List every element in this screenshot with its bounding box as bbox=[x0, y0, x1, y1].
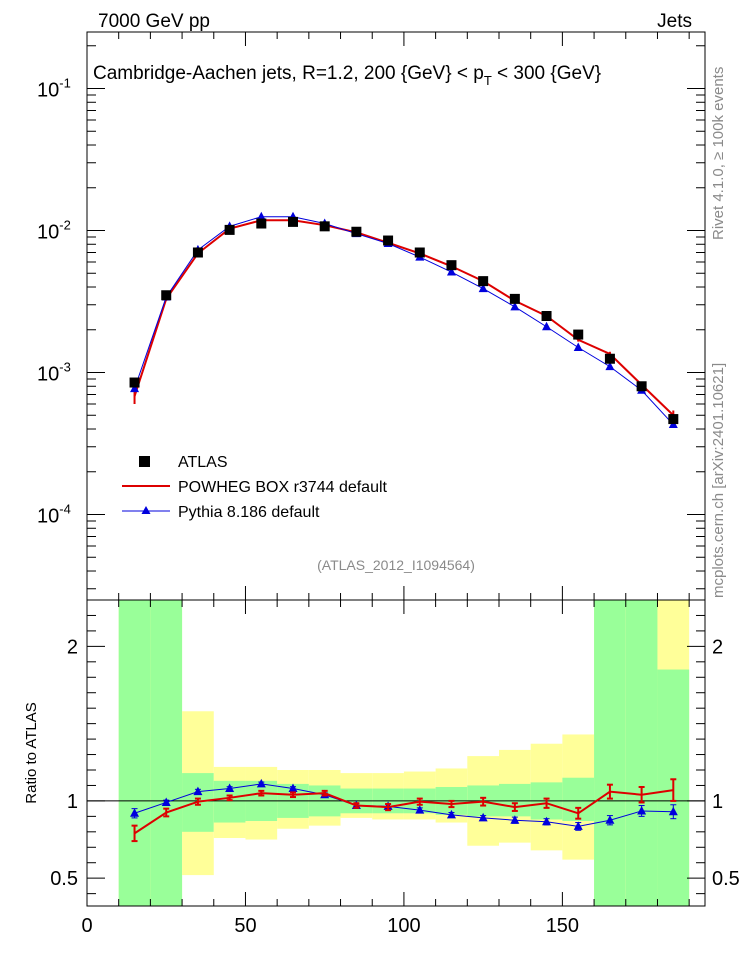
x-tick-label: 50 bbox=[234, 915, 256, 937]
atlas-point bbox=[604, 353, 615, 364]
pythia-ratio-point bbox=[605, 815, 615, 824]
atlas-point bbox=[478, 276, 489, 287]
analysis-watermark: (ATLAS_2012_I1094564) bbox=[317, 557, 475, 573]
rivet-label: Rivet 4.1.0, ≥ 100k events bbox=[710, 67, 727, 240]
ratio-y-label: Ratio to ATLAS bbox=[23, 702, 40, 803]
ratio-curves bbox=[87, 778, 705, 843]
main-panel: 10-1 10-2 10-3 10-4 Cambridge-Aachen jets, … bbox=[37, 31, 706, 601]
ratio-y-tick-label-left: 2 bbox=[67, 636, 78, 658]
ratio-frame bbox=[86, 599, 706, 907]
pythia-ratio-point bbox=[668, 806, 678, 816]
atlas-point bbox=[224, 224, 235, 235]
inner-band-segment bbox=[594, 600, 626, 906]
pythia-ratio-point bbox=[161, 797, 171, 806]
main-y-tick-label: 10-2 bbox=[37, 218, 71, 244]
atlas-point bbox=[192, 247, 203, 258]
pythia-ratio-point bbox=[478, 812, 488, 822]
powheg-line bbox=[133, 219, 675, 416]
atlas-point bbox=[541, 311, 552, 321]
main-curves bbox=[129, 211, 679, 429]
legend-pythia-marker bbox=[141, 506, 151, 514]
pythia-ratio-line bbox=[134, 783, 674, 827]
pythia-point bbox=[542, 321, 552, 331]
pythia-ratio-point bbox=[130, 808, 140, 817]
inner-band-segment bbox=[150, 600, 183, 906]
atlas-point bbox=[668, 414, 679, 425]
atlas-point bbox=[383, 235, 394, 246]
pythia-ratio-point bbox=[415, 805, 425, 814]
atlas-point bbox=[636, 381, 647, 392]
inner-band-segment bbox=[118, 600, 151, 906]
plot-title: Cambridge-Aachen jets, R=1.2, 200 {GeV} … bbox=[93, 63, 601, 88]
ratio-y-ticks: 0.5 0.5 1 1 2 2 bbox=[50, 614, 740, 895]
pythia-point bbox=[478, 283, 488, 293]
pythia-ratio-point bbox=[573, 821, 583, 830]
atlas-point bbox=[256, 218, 267, 229]
atlas-point bbox=[509, 293, 520, 304]
atlas-point bbox=[351, 226, 362, 237]
main-y-ticks: 10-1 10-2 10-3 10-4 bbox=[37, 45, 705, 590]
x-ticks: 0 50 100 150 bbox=[81, 32, 690, 937]
pythia-line bbox=[134, 216, 674, 425]
atlas-point bbox=[161, 290, 172, 301]
x-tick-label: 150 bbox=[546, 915, 579, 937]
legend: ATLAS POWHEG BOX r3744 default Pythia 8.… bbox=[122, 454, 388, 521]
legend-atlas-marker bbox=[139, 456, 150, 467]
inner-band-segment bbox=[625, 600, 658, 906]
legend-pythia-label: Pythia 8.186 default bbox=[178, 504, 320, 521]
pythia-ratio-point bbox=[225, 783, 235, 793]
pythia-ratio-point bbox=[193, 786, 203, 796]
ratio-y-tick-label-right: 2 bbox=[712, 636, 723, 658]
ratio-panel: 0.5 0.5 1 1 2 2 0 50 100 150 Ratio to ATLAS bbox=[23, 32, 740, 937]
pythia-point bbox=[573, 342, 583, 352]
main-y-tick-label: 10-4 bbox=[37, 502, 71, 528]
header-left: 7000 GeV pp bbox=[98, 11, 210, 32]
pythia-ratio-point bbox=[288, 783, 298, 793]
legend-atlas-label: ATLAS bbox=[178, 454, 228, 471]
atlas-point bbox=[288, 216, 298, 227]
pythia-ratio-point bbox=[637, 805, 647, 815]
main-frame bbox=[86, 31, 706, 601]
main-y-tick-label: 10-1 bbox=[37, 76, 71, 102]
atlas-point bbox=[319, 221, 330, 232]
ratio-bands bbox=[118, 600, 690, 906]
main-y-tick-label: 10-3 bbox=[37, 360, 71, 386]
pythia-point bbox=[605, 361, 615, 371]
pythia-point bbox=[446, 267, 456, 276]
ratio-y-tick-label-right: 0.5 bbox=[712, 868, 740, 890]
ratio-y-tick-label-right: 1 bbox=[712, 791, 723, 813]
ratio-y-tick-label-left: 1 bbox=[67, 791, 78, 813]
pythia-ratio-point bbox=[256, 778, 266, 788]
x-tick-label: 100 bbox=[387, 915, 420, 937]
pythia-point bbox=[256, 211, 266, 221]
ratio-y-tick-label-left: 0.5 bbox=[50, 868, 78, 890]
pythia-ratio-point bbox=[510, 815, 520, 824]
pythia-ratio-point bbox=[446, 809, 456, 819]
header-right: Jets bbox=[657, 11, 692, 32]
atlas-point bbox=[573, 329, 584, 340]
pythia-point bbox=[510, 301, 520, 311]
x-tick-label: 0 bbox=[81, 915, 92, 937]
mcplots-label: mcplots.cern.ch [arXiv:2401.10621] bbox=[710, 363, 727, 598]
pythia-ratio-point bbox=[542, 816, 552, 826]
pythia-point bbox=[130, 383, 140, 393]
atlas-point bbox=[414, 247, 425, 258]
powheg-ratio-line bbox=[133, 789, 674, 835]
atlas-point bbox=[129, 377, 140, 388]
atlas-point bbox=[446, 260, 457, 271]
legend-powheg-label: POWHEG BOX r3744 default bbox=[178, 479, 388, 496]
